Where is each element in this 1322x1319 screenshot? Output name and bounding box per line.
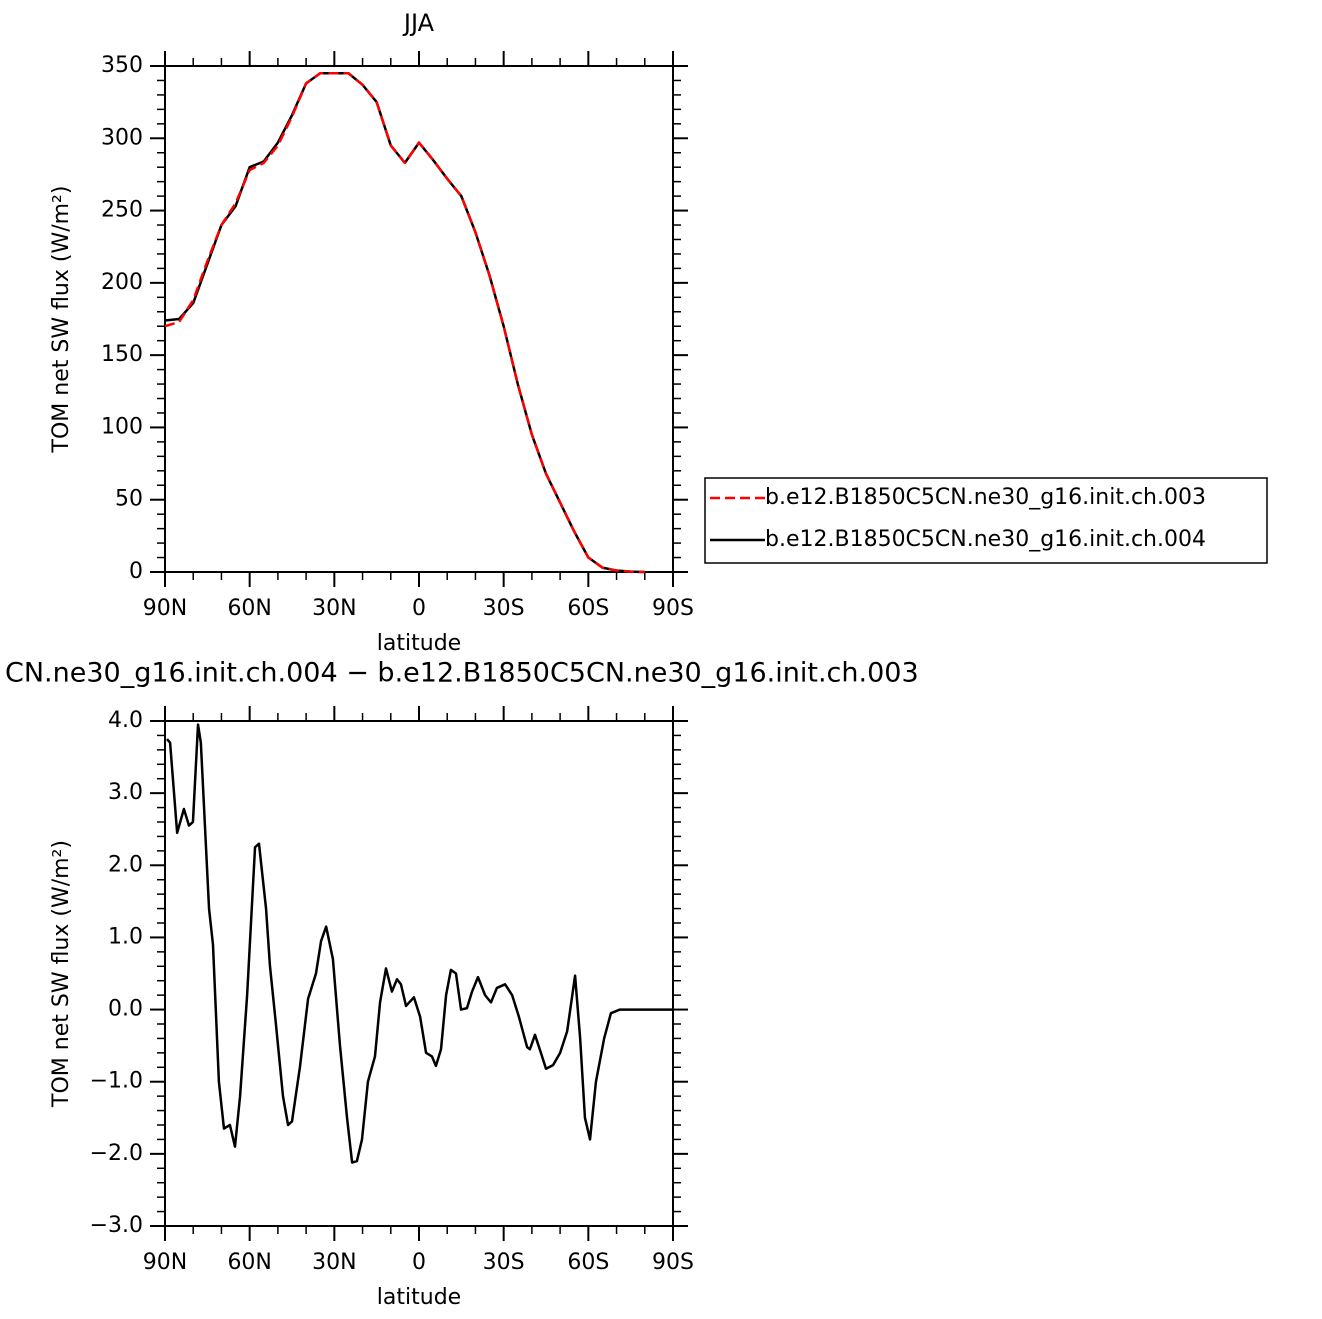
legend-box xyxy=(704,477,1268,564)
y-tick-label: −1.0 xyxy=(90,1069,143,1094)
x-tick-label: 60S xyxy=(567,1250,609,1275)
y-tick-label: 350 xyxy=(101,53,143,78)
y-tick-label: 250 xyxy=(101,198,143,223)
x-tick-label: 90N xyxy=(143,1250,187,1275)
x-tick-label: 0 xyxy=(412,596,426,621)
chart-title: JJA xyxy=(402,9,435,37)
x-tick-label: 90S xyxy=(652,1250,694,1275)
y-axis-label: TOM net SW flux (W/m²) xyxy=(49,186,74,454)
y-tick-label: 3.0 xyxy=(108,780,143,805)
y-tick-label: −2.0 xyxy=(90,1141,143,1166)
x-tick-label: 0 xyxy=(412,1250,426,1275)
data-line xyxy=(166,723,673,1164)
legend-label: b.e12.B1850C5CN.ne30_g16.init.ch.003 xyxy=(765,485,1206,510)
y-tick-label: 50 xyxy=(115,487,143,512)
x-axis-label: latitude xyxy=(377,631,461,656)
x-tick-label: 60N xyxy=(227,1250,271,1275)
y-tick-label: 0 xyxy=(129,559,143,584)
y-tick-label: 0.0 xyxy=(108,997,143,1022)
y-tick-label: 4.0 xyxy=(108,708,143,733)
x-tick-label: 90S xyxy=(652,596,694,621)
plot-frame xyxy=(164,720,674,1227)
y-tick-label: 200 xyxy=(101,270,143,295)
y-axis-label: TOM net SW flux (W/m²) xyxy=(49,840,74,1108)
plot-frame xyxy=(164,65,674,573)
data-line xyxy=(164,71,645,574)
y-tick-label: 300 xyxy=(101,125,143,150)
x-tick-label: 30N xyxy=(312,1250,356,1275)
y-tick-label: 1.0 xyxy=(108,924,143,949)
x-axis-label: latitude xyxy=(377,1285,461,1310)
data-line xyxy=(164,71,645,574)
x-tick-label: 30S xyxy=(483,1250,525,1275)
x-tick-label: 30S xyxy=(483,596,525,621)
x-tick-label: 60S xyxy=(567,596,609,621)
chart-title: CN.ne30_g16.init.ch.004 − b.e12.B1850C5C… xyxy=(5,658,919,689)
legend-label: b.e12.B1850C5CN.ne30_g16.init.ch.004 xyxy=(765,527,1206,552)
y-tick-label: 100 xyxy=(101,414,143,439)
y-tick-label: −3.0 xyxy=(90,1213,143,1238)
y-tick-label: 2.0 xyxy=(108,852,143,877)
x-tick-label: 60N xyxy=(227,596,271,621)
x-tick-label: 90N xyxy=(143,596,187,621)
y-tick-label: 150 xyxy=(101,342,143,367)
x-tick-label: 30N xyxy=(312,596,356,621)
